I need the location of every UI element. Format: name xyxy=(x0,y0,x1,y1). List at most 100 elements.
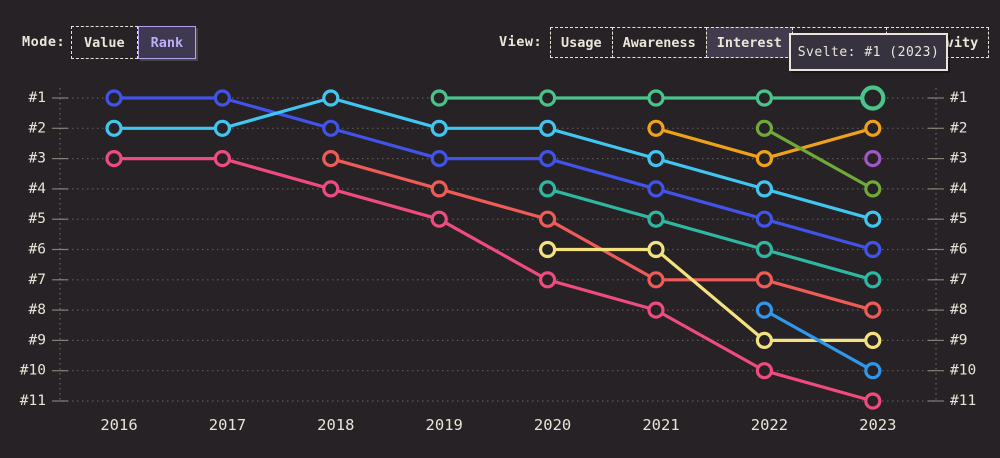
y-axis-label-right: #8 xyxy=(950,302,967,318)
marker-series-sky-2023[interactable] xyxy=(864,362,882,380)
x-axis-label: 2018 xyxy=(317,416,354,434)
y-axis-label-right: #2 xyxy=(950,120,967,136)
marker-series-orange-2022[interactable] xyxy=(755,150,774,168)
y-axis-label-left: #10 xyxy=(20,363,46,379)
view-option-interest[interactable]: Interest xyxy=(705,27,793,58)
marker-series-purple-2023[interactable] xyxy=(864,150,882,168)
marker-series-blue-2019[interactable] xyxy=(430,150,448,168)
marker-Svelte-2021[interactable] xyxy=(647,89,665,107)
marker-series-pink-2017[interactable] xyxy=(213,150,231,168)
y-axis-label-left: #8 xyxy=(29,302,46,318)
series-series-sky xyxy=(755,301,882,380)
series-series-cyan xyxy=(105,89,882,228)
marker-series-salmon-2020[interactable] xyxy=(538,210,557,228)
marker-series-teal-2022[interactable] xyxy=(755,240,774,259)
marker-series-olive-2022[interactable] xyxy=(755,119,774,137)
y-axis-label-left: #11 xyxy=(20,393,46,409)
mode-option-value[interactable]: Value xyxy=(71,26,138,59)
x-axis-label: 2017 xyxy=(209,416,246,434)
marker-Svelte-2020[interactable] xyxy=(538,89,557,107)
x-axis-label: 2021 xyxy=(642,416,679,434)
series-line-series-teal xyxy=(545,187,875,282)
series-series-yellow xyxy=(538,240,882,349)
marker-series-orange-2021[interactable] xyxy=(647,119,665,137)
mode-toggle-group: Value Rank xyxy=(71,26,197,59)
marker-series-pink-2016[interactable] xyxy=(105,150,123,168)
x-axis-label: 2020 xyxy=(534,416,571,434)
marker-Svelte-2022[interactable] xyxy=(755,89,774,107)
marker-series-pink-2022[interactable] xyxy=(755,362,774,380)
chart-tooltip: Svelte: #1 (2023) xyxy=(789,33,948,71)
marker-series-pink-2019[interactable] xyxy=(430,210,448,228)
y-axis-label-right: #5 xyxy=(950,211,967,227)
series-line-series-blue xyxy=(112,96,875,252)
mode-option-rank[interactable]: Rank xyxy=(137,26,197,59)
marker-series-blue-2020[interactable] xyxy=(538,150,557,168)
x-axis-label: 2019 xyxy=(426,416,463,434)
marker-series-salmon-2019[interactable] xyxy=(430,180,448,198)
marker-series-teal-2021[interactable] xyxy=(647,210,665,228)
marker-series-pink-2018[interactable] xyxy=(322,180,340,198)
marker-series-cyan-2019[interactable] xyxy=(430,119,448,137)
marker-series-blue-2017[interactable] xyxy=(213,89,231,107)
marker-series-blue-2016[interactable] xyxy=(105,89,123,107)
series-Svelte xyxy=(430,85,886,111)
marker-series-teal-2023[interactable] xyxy=(864,271,882,289)
marker-series-yellow-2020[interactable] xyxy=(538,240,557,259)
series-series-blue xyxy=(105,89,882,259)
y-axis-label-right: #9 xyxy=(950,332,967,348)
marker-series-yellow-2023[interactable] xyxy=(864,331,882,349)
marker-series-blue-2021[interactable] xyxy=(647,180,665,198)
marker-series-yellow-2022[interactable] xyxy=(755,331,774,349)
y-axis-label-left: #9 xyxy=(29,332,46,348)
marker-series-cyan-2023[interactable] xyxy=(864,210,882,228)
marker-series-cyan-2017[interactable] xyxy=(213,119,231,137)
marker-series-cyan-2016[interactable] xyxy=(105,119,123,137)
marker-Svelte-2023[interactable] xyxy=(860,85,886,111)
y-axis-label-right: #10 xyxy=(950,363,976,379)
marker-series-salmon-2018[interactable] xyxy=(322,150,340,168)
x-axis-label: 2023 xyxy=(859,416,896,434)
marker-series-olive-2023[interactable] xyxy=(864,180,882,198)
marker-series-cyan-2020[interactable] xyxy=(538,119,557,137)
marker-series-sky-2022[interactable] xyxy=(755,301,774,319)
x-axis: 2016 2017 2018 2019 2020 2021 2022 2023 xyxy=(100,416,896,434)
marker-series-salmon-2021[interactable] xyxy=(647,271,665,289)
y-axis-label-left: #6 xyxy=(29,242,46,258)
series-line-series-cyan xyxy=(112,96,875,221)
marker-series-pink-2020[interactable] xyxy=(538,271,557,289)
marker-Svelte-2019[interactable] xyxy=(430,89,448,107)
marker-series-salmon-2023[interactable] xyxy=(864,301,882,319)
series-line-series-salmon xyxy=(329,157,875,312)
x-axis-label: 2022 xyxy=(751,416,788,434)
marker-series-blue-2022[interactable] xyxy=(755,210,774,228)
view-option-awareness[interactable]: Awareness xyxy=(611,27,707,58)
y-axis-label-right: #11 xyxy=(950,393,976,409)
y-axis-label-right: #7 xyxy=(950,272,967,288)
series-line-series-pink xyxy=(112,157,875,403)
y-axis-label-left: #5 xyxy=(29,211,46,227)
y-axis-label-right: #1 xyxy=(950,90,967,106)
grid-and-axes: #1 #1 #2 #2 #3 #3 #4 #4 #5 #5 #6 #6 #7 #7 #8 #8 #9 #9 #10 #… xyxy=(20,88,976,409)
marker-series-pink-2021[interactable] xyxy=(647,301,665,319)
view-option-usage[interactable]: Usage xyxy=(550,27,613,58)
marker-series-orange-2023[interactable] xyxy=(864,119,882,137)
series-series-orange xyxy=(647,119,882,168)
y-axis-label-left: #2 xyxy=(29,120,46,136)
series-series-pink xyxy=(105,150,882,410)
y-axis-label-right: #6 xyxy=(950,242,967,258)
marker-series-cyan-2018[interactable] xyxy=(322,89,340,107)
series-series-olive xyxy=(755,119,882,198)
marker-series-salmon-2022[interactable] xyxy=(755,271,774,289)
marker-series-teal-2020[interactable] xyxy=(538,180,557,198)
marker-series-yellow-2021[interactable] xyxy=(647,240,665,259)
marker-series-blue-2018[interactable] xyxy=(322,119,340,137)
tooltip-text: Svelte: #1 (2023) xyxy=(797,44,940,60)
marker-series-blue-2023[interactable] xyxy=(864,240,882,259)
marker-series-cyan-2022[interactable] xyxy=(755,180,774,198)
marker-series-pink-2023[interactable] xyxy=(864,392,882,410)
x-axis-label: 2016 xyxy=(100,416,137,434)
series-series-purple xyxy=(864,150,882,168)
marker-series-cyan-2021[interactable] xyxy=(647,150,665,168)
